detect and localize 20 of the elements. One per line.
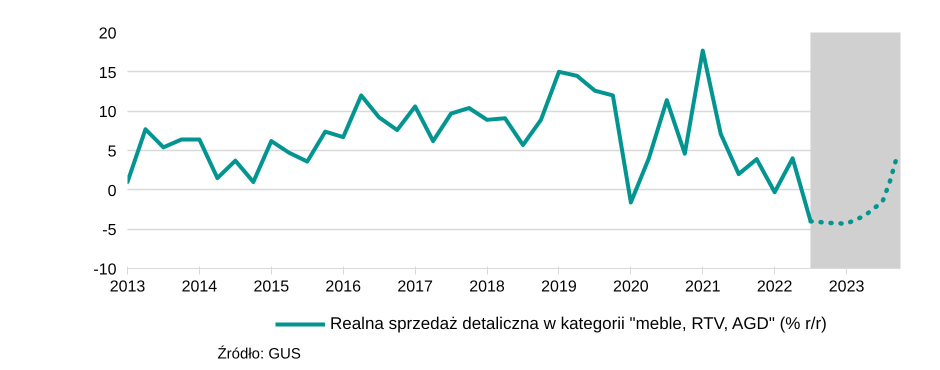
x-tick-label: 2016 [325, 278, 362, 296]
x-tick-label: 2018 [469, 278, 505, 296]
x-tick-label: 2023 [828, 278, 864, 296]
x-tick-label: 2017 [397, 278, 434, 296]
x-tick-label: 2013 [110, 278, 146, 296]
text: Źródło: GUS [218, 344, 301, 362]
y-tick-label: 10 [98, 104, 117, 122]
y-tick-label: 20 [98, 26, 117, 42]
x-tick-label: 2019 [541, 278, 577, 296]
x-tick-label: 2021 [684, 278, 721, 296]
y-tick-label: 0 [108, 182, 117, 200]
y-tick-label: 5 [108, 144, 117, 160]
x-tick-label: 2014 [182, 278, 218, 296]
x-tick-label: 2022 [756, 278, 793, 296]
y-tick-label: -5 [102, 222, 117, 240]
x-tick-label: 2015 [254, 278, 290, 296]
x-tick-label: 2020 [613, 278, 649, 296]
y-tick-label: -10 [93, 262, 117, 278]
y-tick-label: 15 [98, 64, 117, 82]
legend-label: Realna sprzedaż detaliczna w kategorii "meble, RTV, AGD" (% r/r) [330, 314, 827, 334]
